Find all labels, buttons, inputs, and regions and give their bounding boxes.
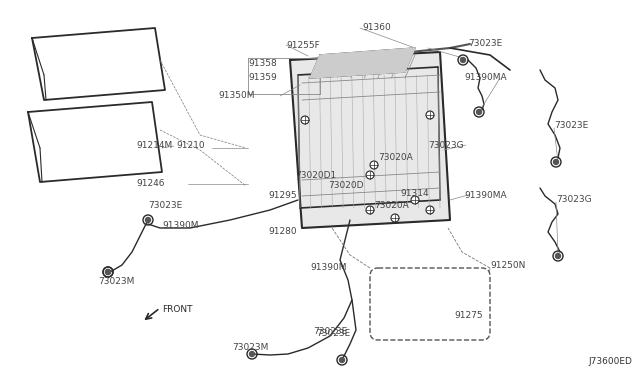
Polygon shape — [28, 102, 162, 182]
Text: 91250N: 91250N — [490, 262, 525, 270]
Text: 91275: 91275 — [454, 311, 483, 321]
Circle shape — [391, 214, 399, 222]
Text: J73600ED: J73600ED — [588, 357, 632, 366]
Text: 73020A: 73020A — [374, 201, 409, 209]
Circle shape — [145, 218, 150, 222]
Circle shape — [339, 357, 344, 362]
Text: 73023G: 73023G — [428, 141, 463, 150]
Text: 91295: 91295 — [268, 190, 296, 199]
Text: 73023E: 73023E — [148, 201, 182, 209]
Text: 73023E: 73023E — [468, 39, 502, 48]
Circle shape — [366, 206, 374, 214]
Text: 73023G: 73023G — [556, 196, 591, 205]
Text: 91210: 91210 — [176, 141, 205, 151]
Circle shape — [370, 161, 378, 169]
Text: 73023E: 73023E — [316, 330, 350, 339]
Text: 91246: 91246 — [136, 180, 164, 189]
Circle shape — [411, 196, 419, 204]
Circle shape — [461, 58, 465, 62]
Text: 73023M: 73023M — [98, 278, 134, 286]
Text: 91255F: 91255F — [286, 41, 320, 49]
Text: FRONT: FRONT — [162, 305, 193, 314]
Text: 73023M: 73023M — [232, 343, 268, 353]
Text: 73020D1: 73020D1 — [295, 170, 336, 180]
Text: 91359: 91359 — [248, 73, 276, 81]
Circle shape — [426, 111, 434, 119]
Text: 91350M: 91350M — [218, 92, 255, 100]
Circle shape — [477, 109, 481, 115]
Circle shape — [106, 269, 111, 275]
Circle shape — [366, 171, 374, 179]
Circle shape — [106, 269, 111, 275]
Circle shape — [556, 253, 561, 259]
Circle shape — [301, 116, 309, 124]
Text: 91314: 91314 — [400, 189, 429, 198]
Circle shape — [250, 352, 255, 356]
Text: 91390MA: 91390MA — [464, 74, 507, 83]
Text: 91390MA: 91390MA — [464, 192, 507, 201]
Text: 91390M: 91390M — [310, 263, 346, 273]
Circle shape — [426, 206, 434, 214]
Text: 73020D: 73020D — [328, 180, 364, 189]
Text: 91390M: 91390M — [162, 221, 198, 231]
Circle shape — [554, 160, 559, 164]
Text: 73023E: 73023E — [554, 122, 588, 131]
Polygon shape — [32, 28, 165, 100]
FancyBboxPatch shape — [370, 268, 490, 340]
Polygon shape — [310, 48, 415, 78]
Text: 91358: 91358 — [248, 58, 276, 67]
Text: 91280: 91280 — [268, 228, 296, 237]
Text: 91360: 91360 — [362, 23, 391, 32]
Polygon shape — [290, 52, 450, 228]
Text: 73023E: 73023E — [313, 327, 348, 337]
Text: 73020A: 73020A — [378, 154, 413, 163]
Text: 91214M: 91214M — [136, 141, 172, 151]
